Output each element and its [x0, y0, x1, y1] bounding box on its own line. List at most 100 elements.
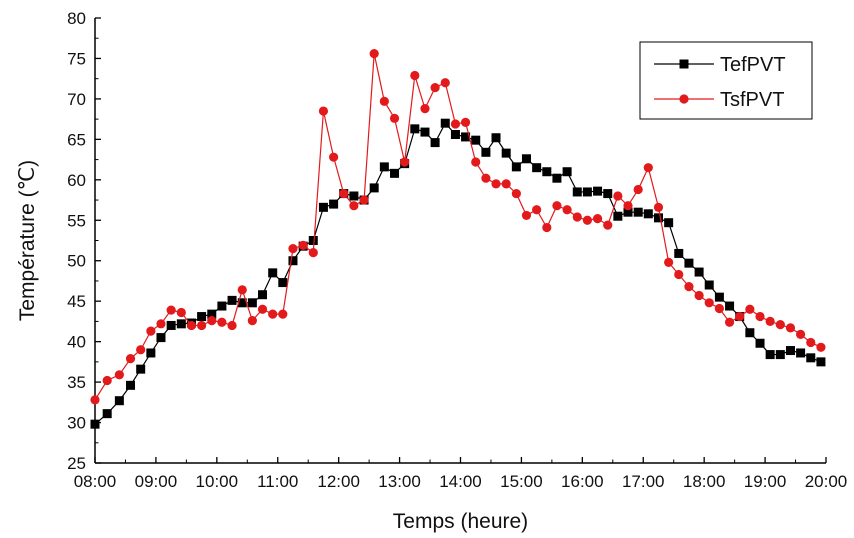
x-tick-label: 14:00 — [439, 472, 482, 491]
y-tick-label: 30 — [67, 414, 86, 433]
data-point — [511, 162, 521, 172]
data-point — [582, 215, 592, 225]
data-point — [227, 295, 237, 305]
data-point — [217, 317, 227, 327]
x-tick-label: 19:00 — [744, 472, 787, 491]
data-point — [816, 357, 826, 367]
y-tick-label: 25 — [67, 454, 86, 473]
data-point — [704, 298, 714, 308]
data-point — [674, 269, 684, 280]
data-point — [532, 205, 542, 215]
data-point — [694, 290, 704, 301]
data-point — [501, 179, 511, 189]
data-point — [90, 419, 100, 429]
data-point — [552, 173, 562, 183]
x-tick-label: 11:00 — [257, 472, 298, 491]
data-point — [785, 346, 795, 356]
x-tick-label: 12:00 — [317, 472, 360, 491]
data-point — [430, 138, 440, 148]
data-point — [714, 292, 724, 302]
data-point — [114, 396, 124, 406]
data-point — [288, 243, 298, 254]
x-tick-label: 17:00 — [622, 472, 665, 491]
data-point — [592, 214, 603, 224]
data-point — [268, 268, 278, 278]
data-point — [450, 130, 460, 140]
data-point — [349, 201, 359, 211]
data-point — [653, 202, 664, 212]
data-point — [176, 319, 186, 329]
data-point — [684, 258, 694, 268]
data-point — [501, 148, 511, 158]
data-point — [775, 350, 785, 360]
data-point — [166, 320, 176, 330]
data-point — [146, 348, 156, 358]
data-point — [410, 124, 420, 134]
data-point — [795, 329, 806, 339]
data-point — [318, 106, 329, 116]
data-point — [227, 320, 237, 331]
data-point — [613, 211, 623, 221]
data-point — [674, 248, 684, 258]
data-point — [511, 188, 521, 199]
data-point — [308, 248, 318, 258]
x-tick-label: 09:00 — [135, 472, 178, 491]
data-point — [562, 205, 572, 215]
data-point — [430, 82, 440, 93]
data-point — [237, 285, 247, 295]
legend-item: TsfPVT — [654, 89, 784, 111]
data-point — [207, 309, 217, 319]
data-point — [521, 154, 531, 164]
data-point — [102, 409, 112, 419]
data-point — [745, 328, 755, 338]
y-tick-label: 70 — [67, 90, 86, 109]
data-point — [369, 183, 379, 193]
x-tick-label: 18:00 — [683, 472, 726, 491]
data-point — [775, 320, 785, 330]
data-point — [694, 267, 704, 277]
data-point — [136, 345, 146, 355]
data-point — [379, 96, 389, 106]
data-point — [125, 354, 136, 364]
data-point — [664, 257, 674, 267]
data-point — [308, 236, 318, 245]
axis-ticks: 25 30 35 40 45 50 55 60 65 70 75 80 08:00 09:00 10:00 1… — [67, 9, 847, 491]
data-point — [552, 201, 562, 211]
data-point — [156, 319, 166, 329]
data-point — [247, 298, 257, 308]
x-axis-title: Temps (heure) — [393, 510, 528, 533]
data-point — [247, 316, 257, 326]
data-point — [603, 220, 613, 230]
y-tick-label: 55 — [67, 211, 86, 230]
data-point — [389, 113, 400, 123]
x-tick-label: 15:00 — [500, 472, 543, 491]
data-point — [166, 305, 176, 315]
data-point — [643, 209, 653, 219]
series-TefPVT — [90, 118, 826, 429]
data-point — [542, 167, 552, 177]
data-point — [349, 191, 359, 201]
data-point — [176, 307, 186, 318]
legend-marker — [679, 59, 689, 69]
series-TsfPVT — [90, 49, 826, 405]
data-point — [288, 256, 298, 266]
data-point — [126, 380, 136, 390]
data-point — [420, 104, 430, 114]
data-point — [572, 212, 582, 222]
y-axis-title: Température (℃) — [16, 160, 39, 321]
data-point — [186, 320, 197, 331]
data-point — [217, 301, 227, 311]
data-point — [572, 187, 582, 197]
data-point — [369, 49, 379, 59]
data-point — [400, 157, 410, 167]
legend-label: TefPVT — [720, 54, 786, 76]
data-point — [532, 163, 542, 173]
data-point — [207, 316, 217, 326]
data-point — [806, 337, 816, 348]
data-point — [613, 191, 623, 201]
data-point — [633, 184, 643, 195]
data-point — [146, 326, 156, 336]
y-tick-label: 80 — [67, 9, 86, 28]
data-point — [491, 133, 501, 143]
